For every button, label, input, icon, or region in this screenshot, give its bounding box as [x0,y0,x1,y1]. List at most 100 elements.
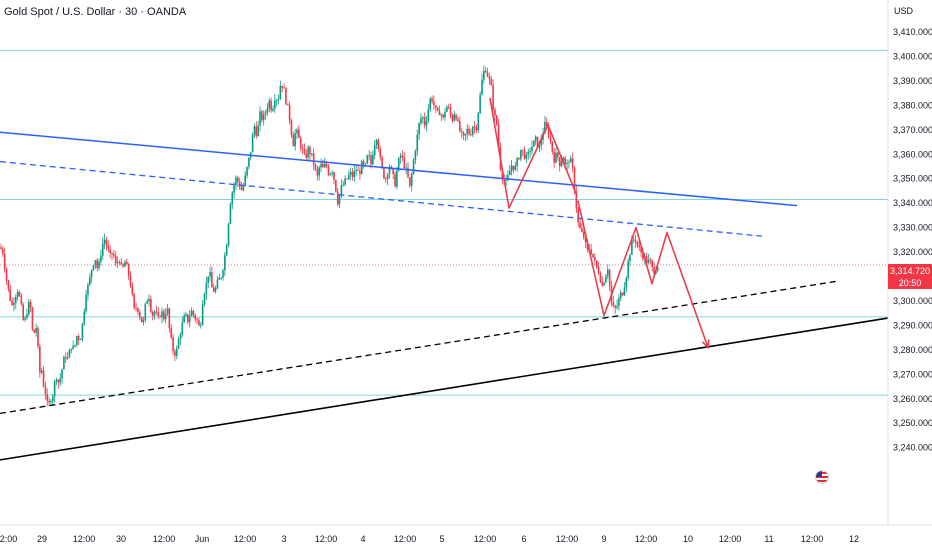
candle-body [366,155,369,164]
candle-body [92,265,95,270]
price-axis-bg[interactable] [888,0,932,525]
candle-body [612,301,615,307]
price-tick-label: 3,250.000 [893,418,932,428]
candle-body [385,178,387,180]
last-price-value: 3,314.720 [889,266,931,276]
candle-body [453,114,456,121]
time-axis-ticks: 12:00 29 12:00 30 12:00 Jun 12:00 3 12:00 4 12:00 5… [0,534,859,544]
candle-body [61,369,63,379]
candle-body [470,134,472,136]
candle-body [29,302,32,308]
candle-body [566,162,568,164]
candle-body [558,157,561,167]
candle-body [157,312,160,317]
price-tick-label: 3,350.000 [893,174,932,184]
candle-body [348,174,350,179]
candle-body [46,394,49,401]
candle-body [451,114,454,121]
price-tick-label: 3,380.000 [893,100,932,110]
candle-body [240,187,243,191]
candle-body [262,114,265,121]
candle-body [618,298,620,306]
currency-label[interactable]: USD [894,6,914,16]
candle-body [190,310,193,317]
black-dashed-line [0,280,837,415]
time-tick-label: 29 [37,534,47,544]
candle-body [5,269,8,281]
candle-body [431,98,433,102]
candle-body [625,277,628,288]
candle-body [488,76,491,79]
candle-body [359,170,361,175]
candle-body [527,151,530,155]
candle-body [163,311,165,320]
candle-body [634,239,637,242]
candle-body [631,239,633,255]
candle-body [303,149,306,154]
candle-body [203,294,206,304]
candle-body [521,149,524,151]
candle-body [140,316,143,323]
candle-body [53,381,56,397]
time-axis-bg[interactable] [0,525,932,550]
candle-body [514,165,517,170]
candle-body [638,245,641,248]
candle-body [142,319,145,323]
candle-body [603,282,605,286]
candle-body [272,108,274,111]
candle-body [584,237,587,243]
candle-body [353,170,356,177]
candle-body [335,179,337,192]
candle-body [416,134,419,152]
candle-body [172,337,174,352]
candle-body [168,308,171,329]
candle-body [283,87,285,89]
candle-body [636,241,639,246]
candle-body [409,177,411,186]
candle-body [40,370,43,373]
candle-body [529,151,531,152]
candle-body [114,255,117,264]
bar-countdown: 20:50 [898,278,922,288]
candle-body [425,120,428,126]
candle-body [72,345,74,349]
candle-body [290,120,293,135]
candle-body [601,282,604,286]
candle-body [268,100,271,109]
candle-body [338,195,341,205]
price-tick-label: 3,300.000 [893,296,932,306]
candle-body [314,164,317,170]
candle-body [94,260,97,266]
candle-body [48,400,50,403]
candle-body [570,158,572,163]
candle-body [24,318,26,320]
candle-body [422,117,424,119]
time-tick-label: 12:00 [73,534,96,544]
price-tick-label: 3,240.000 [893,443,932,453]
price-tick-label: 3,260.000 [893,394,932,404]
time-tick-label: 30 [116,534,126,544]
us-flag-icon[interactable] [815,470,829,484]
time-tick-label: 12:00 [315,534,338,544]
candle-body [225,245,228,256]
candle-body [277,99,280,101]
candle-body [116,262,119,264]
candle-body [309,147,311,155]
candle-body [577,208,579,223]
price-tick-label: 3,400.000 [893,51,932,61]
candle-body [381,157,383,168]
candle-body [608,269,611,286]
candle-body [632,239,635,241]
horizontal-levels [0,49,888,396]
candle-body [553,151,555,163]
candle-body [492,85,494,110]
candle-body [235,177,237,186]
candle-body [501,169,504,180]
candle-body [18,292,21,296]
candle-body [255,126,258,137]
candle-body [464,133,467,136]
candle-body [299,137,302,149]
candle-body [336,191,339,205]
candle-body [575,191,578,209]
